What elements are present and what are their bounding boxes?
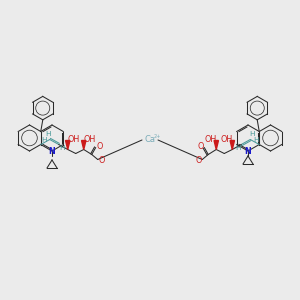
Text: O: O — [197, 142, 203, 151]
Text: Ca: Ca — [145, 136, 155, 145]
Text: O: O — [99, 156, 105, 165]
Text: O: O — [97, 142, 103, 151]
Text: OH: OH — [68, 135, 80, 144]
Text: OH: OH — [84, 135, 96, 144]
Polygon shape — [230, 140, 235, 149]
Text: N: N — [49, 146, 56, 155]
Text: OH: OH — [204, 135, 216, 144]
Text: H: H — [41, 136, 46, 142]
Polygon shape — [82, 140, 86, 149]
Text: N: N — [244, 146, 251, 155]
Text: H: H — [254, 136, 259, 142]
Text: H: H — [45, 131, 50, 137]
Text: O: O — [195, 156, 201, 165]
Text: OH: OH — [220, 135, 232, 144]
Polygon shape — [65, 140, 70, 149]
Text: H: H — [250, 131, 255, 137]
Text: H: H — [236, 146, 241, 152]
Text: 2+: 2+ — [153, 134, 161, 139]
Text: H: H — [59, 146, 64, 152]
Polygon shape — [214, 140, 218, 149]
